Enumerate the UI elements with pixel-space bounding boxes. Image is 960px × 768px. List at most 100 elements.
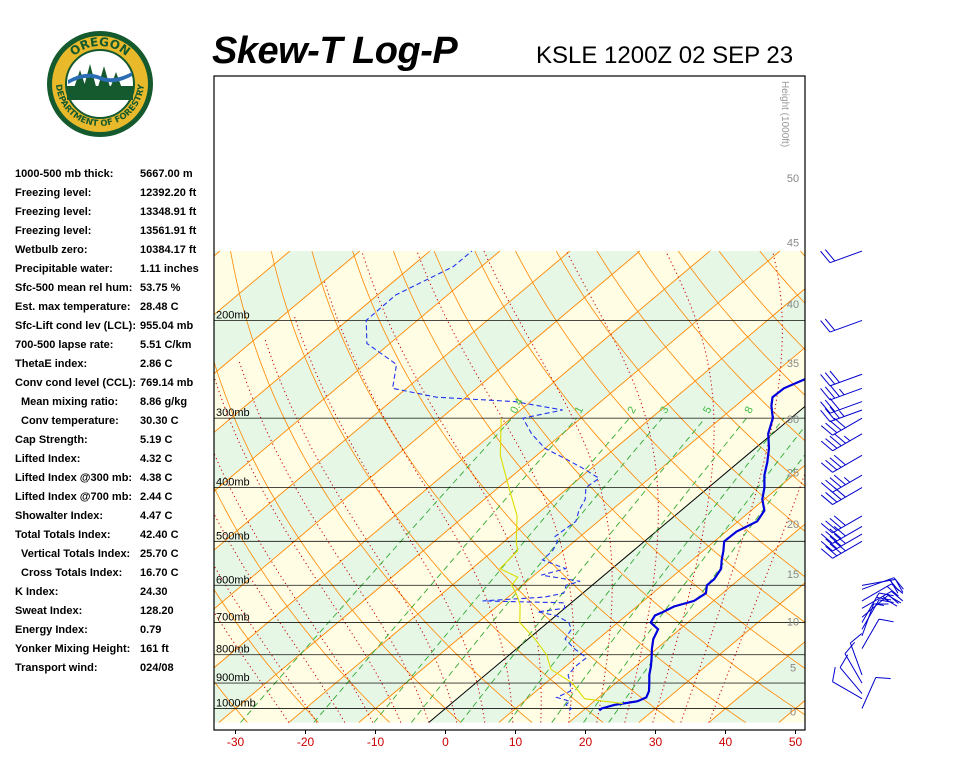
wind-barb-staff [832,681,863,700]
wind-barb-full [820,541,833,552]
wind-barb-full [829,420,842,431]
stat-value: 42.40 C [140,529,179,541]
height-tick-label: 20 [787,519,799,531]
wind-barb-half [843,477,851,483]
mixing-ratio-label: 1 [573,405,586,416]
stat-row: 700-500 lapse rate: 5.51 C/km [15,339,205,358]
wind-barb-full [825,479,838,491]
dry-adiabat [311,250,675,723]
stat-value: 161 ft [140,643,169,655]
mixing-ratio-label: 2 [626,405,639,416]
stat-row: Est. max temperature: 28.48 C [15,301,205,320]
isotherm-band [214,251,220,256]
isotherm-line [0,251,10,722]
stat-row: Freezing level: 12392.20 ft [15,187,205,206]
stat-row: ThetaE index: 2.86 C [15,358,205,377]
isotherm-band [778,700,805,723]
stat-row: Yonker Mixing Height: 161 ft [15,643,205,662]
wind-barb-full [820,388,831,401]
moist-adiabat [323,281,514,723]
stat-value: 8.86 g/kg [140,396,188,408]
mixing-ratio-label: 8 [743,405,756,416]
height-tick-label: 50 [787,173,799,185]
wind-barb-full [829,528,842,539]
dry-adiabat [555,250,805,532]
stat-label: ThetaE index: [15,358,88,370]
wind-barb [861,578,904,594]
wind-barb [820,454,863,473]
wind-barb-full [824,318,836,331]
wind-barb [861,676,891,709]
wind-barb-full [833,474,846,486]
stat-row: Lifted Index @700 mb: 2.44 C [15,491,205,510]
isobar-label: 200mb [216,309,250,321]
stat-label: Freezing level: [15,206,92,218]
height-tick-label: 25 [787,468,799,480]
wind-barb-full [829,406,840,419]
wind-barb-full [824,408,836,421]
wind-barb-full [833,540,846,552]
temperature-tick-label: 0 [442,735,449,749]
stat-label: Sweat Index: [15,605,83,617]
wind-barb-staff [829,250,863,264]
wind-barb-full [825,492,838,503]
dry-adiabat [596,250,805,487]
temperature-tick-label: 10 [509,735,523,749]
wind-barb-staff [861,590,892,609]
wind-barb-full [833,525,846,537]
isobar-label: 1000mb [216,698,256,710]
mixing-ratio-line [551,417,785,723]
wind-barb-full [844,641,856,654]
logo-oregon-text: OREGON [67,35,133,59]
temperature-tick-label: -20 [297,735,315,749]
wind-barb-half [843,435,851,442]
dry-adiabat [270,251,604,723]
dry-adiabat [230,251,533,723]
moist-adiabat [293,314,486,723]
wind-barb-full [825,459,838,471]
isotherm-line [214,250,431,434]
isotherm-line [0,251,150,722]
oregon-department-of-forestry-logo: OREGON DEPARTMENT OF FORESTRY [47,31,153,137]
temperature-tick-label: 40 [719,735,733,749]
height-tick-label: 40 [787,299,799,311]
stat-row: Conv temperature: 30.30 C [15,415,205,434]
moist-adiabat [264,337,458,723]
wind-barb-half [839,410,845,417]
wind-barb-full [886,586,899,597]
wind-barb-staff [832,433,863,452]
stat-row: Transport wind: 024/08 [15,662,205,681]
wind-barb-full [825,538,838,549]
wind-barb-full [833,515,846,526]
temperature-tick-label: 30 [649,735,663,749]
wind-barb-full [829,489,842,500]
isotherm-line [849,251,960,722]
wind-barb-full [825,530,838,542]
stat-row: K Index: 24.30 [15,586,205,605]
stat-label: Cross Totals Index: [21,567,123,579]
stat-row: Lifted Index: 4.32 C [15,453,205,472]
wind-barb-staff [832,540,863,559]
wind-barb-full [832,666,836,682]
moist-adiabat [238,359,430,723]
wind-barb-staff [839,667,863,694]
wind-barb-full [820,548,833,559]
wind-barb-staff [832,526,863,544]
wind-barb-staff [832,515,863,534]
stat-value: 24.30 [140,586,168,598]
isotherm-line [0,251,80,722]
wind-barb [820,433,863,452]
wind-barb-full [829,435,842,447]
mixing-ratio-line [460,417,706,723]
stat-label: Yonker Mixing Height: [15,643,131,655]
wind-barb-staff [861,577,895,590]
wind-barb [861,590,904,609]
svg-text:OREGON: OREGON [67,35,133,59]
mixing-ratio-line [583,425,805,723]
height-tick-label: 0 [790,707,796,719]
wind-barb-staff [829,401,863,414]
moist-adiabat [565,250,659,723]
mixing-ratio-line [373,417,630,723]
wind-barb-staff [832,474,863,493]
wind-barb-full [820,401,831,414]
